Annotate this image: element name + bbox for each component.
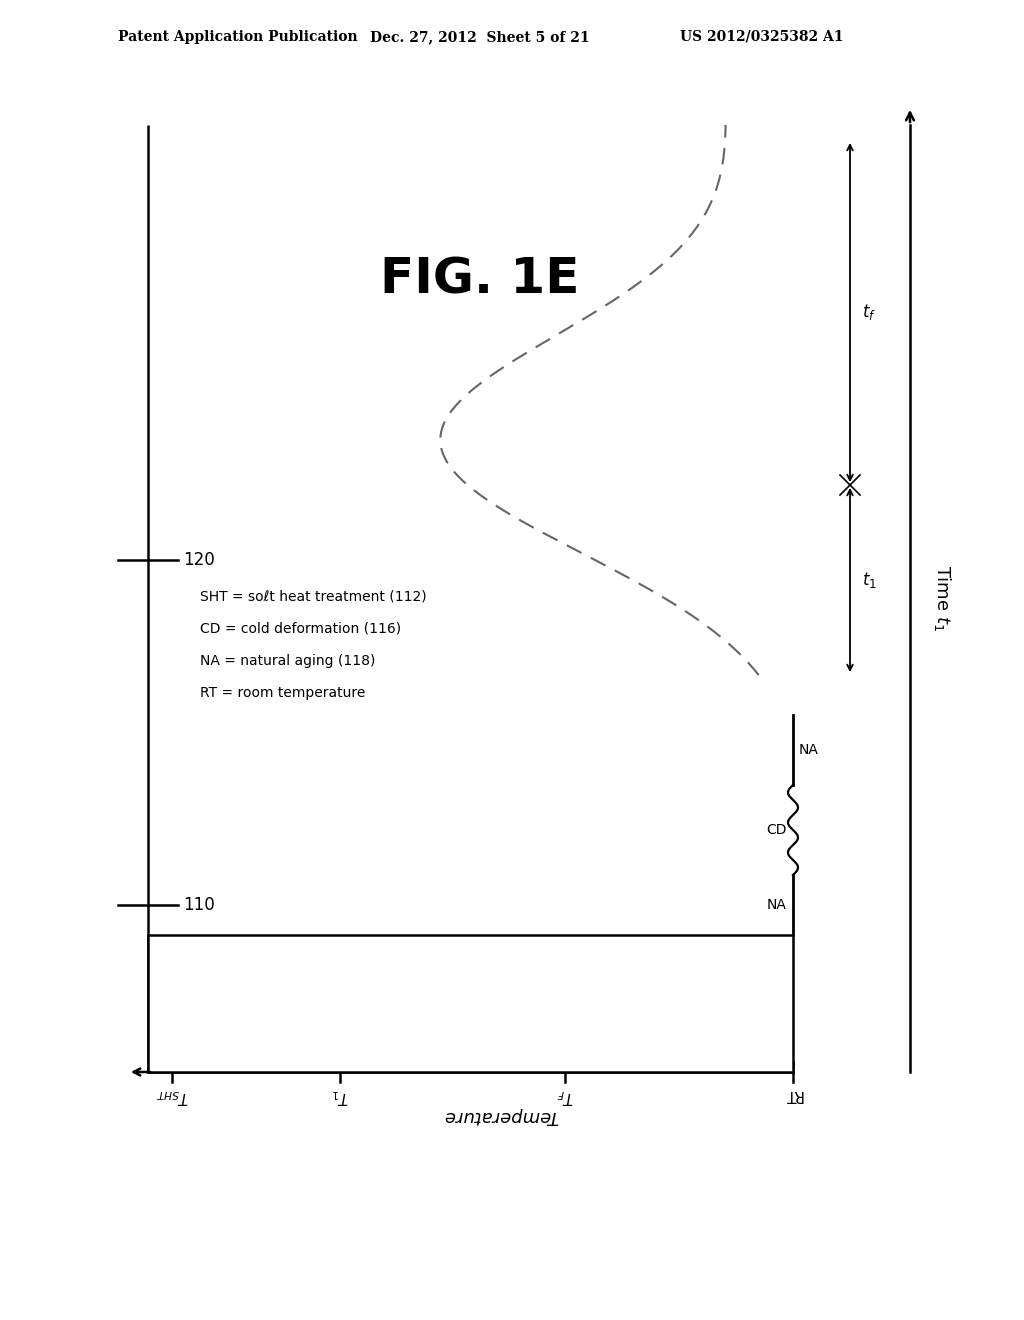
Text: NA: NA xyxy=(767,898,787,912)
Bar xyxy=(148,935,793,1072)
Text: CD = cold deformation (116): CD = cold deformation (116) xyxy=(200,622,401,636)
Text: SHT = soℓt heat treatment (112): SHT = soℓt heat treatment (112) xyxy=(200,590,427,605)
Text: RT: RT xyxy=(783,1086,803,1102)
Text: NA: NA xyxy=(799,743,819,756)
Text: Patent Application Publication: Patent Application Publication xyxy=(118,30,357,44)
Text: Time $t_1$: Time $t_1$ xyxy=(932,565,953,632)
Text: Temperature: Temperature xyxy=(443,1107,558,1125)
Text: NA = natural aging (118): NA = natural aging (118) xyxy=(200,653,376,668)
Text: 120: 120 xyxy=(183,550,215,569)
Text: $T_1$: $T_1$ xyxy=(332,1086,348,1106)
Text: Dec. 27, 2012  Sheet 5 of 21: Dec. 27, 2012 Sheet 5 of 21 xyxy=(370,30,590,44)
Text: $T_{SHT}$: $T_{SHT}$ xyxy=(156,1086,188,1106)
Text: $T_F$: $T_F$ xyxy=(556,1086,573,1106)
Text: $t_f$: $t_f$ xyxy=(862,302,877,322)
Text: RT = room temperature: RT = room temperature xyxy=(200,686,366,700)
Text: 110: 110 xyxy=(183,896,215,913)
Text: $t_1$: $t_1$ xyxy=(862,570,877,590)
Text: FIG. 1E: FIG. 1E xyxy=(380,256,580,304)
Text: US 2012/0325382 A1: US 2012/0325382 A1 xyxy=(680,30,844,44)
Text: CD: CD xyxy=(767,822,787,837)
